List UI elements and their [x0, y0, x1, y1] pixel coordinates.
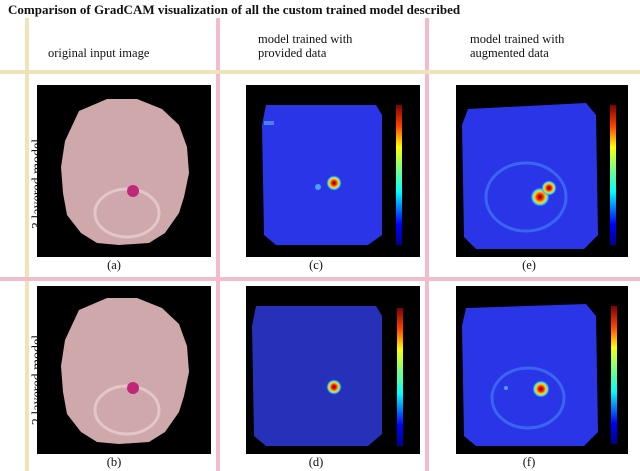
parasite-spot: [127, 185, 139, 197]
caption-a: (a): [107, 258, 121, 272]
heatmap-hotspot: [541, 180, 557, 196]
caption-d: (d): [308, 455, 324, 469]
parasite-spot: [127, 382, 139, 394]
heatmap-hotspot: [326, 175, 342, 191]
divider-rows: [0, 277, 640, 281]
column-header-line: model trained with: [258, 32, 353, 46]
heatmap-region: [262, 105, 382, 245]
column-header-provided: model trained with provided data: [258, 32, 352, 60]
caption-c: (c): [309, 258, 323, 272]
image-original-2-layer: [37, 286, 211, 454]
column-header-augmented: model trained with augmented data: [470, 32, 564, 60]
colorbar: [396, 105, 402, 245]
heatmap-region: [462, 304, 598, 446]
gradcam-provided-2-layer: [246, 286, 420, 454]
caption-b: (b): [106, 455, 122, 469]
colorbar: [611, 306, 617, 444]
colorbar: [610, 105, 616, 245]
caption-e: (e): [522, 258, 536, 272]
colorbar: [397, 308, 403, 446]
divider-left: [25, 18, 29, 471]
heatmap-region: [462, 103, 598, 249]
column-header-line: augmented data: [470, 46, 549, 60]
figure-title: Comparison of GradCAM visualization of a…: [8, 2, 461, 17]
divider-col2: [425, 18, 429, 471]
caption-f: (f): [522, 455, 536, 469]
gradcam-provided-3-layer: [246, 85, 420, 257]
heatmap-hotspot: [326, 379, 342, 395]
column-header-original: original input image: [48, 46, 149, 60]
divider-col1: [216, 18, 220, 471]
heatmap-hotspot: [532, 380, 550, 398]
column-header-text: original input image: [48, 46, 150, 60]
image-original-3-layer: [37, 85, 211, 257]
gradcam-augmented-3-layer: [456, 85, 628, 257]
divider-header: [0, 70, 640, 74]
blood-cell-shape: [61, 99, 189, 245]
heatmap-region: [252, 306, 382, 446]
column-header-line: provided data: [258, 46, 327, 60]
blood-cell-shape: [61, 298, 189, 444]
column-header-line: model trained with: [470, 32, 565, 46]
gradcam-augmented-2-layer: [456, 286, 628, 454]
